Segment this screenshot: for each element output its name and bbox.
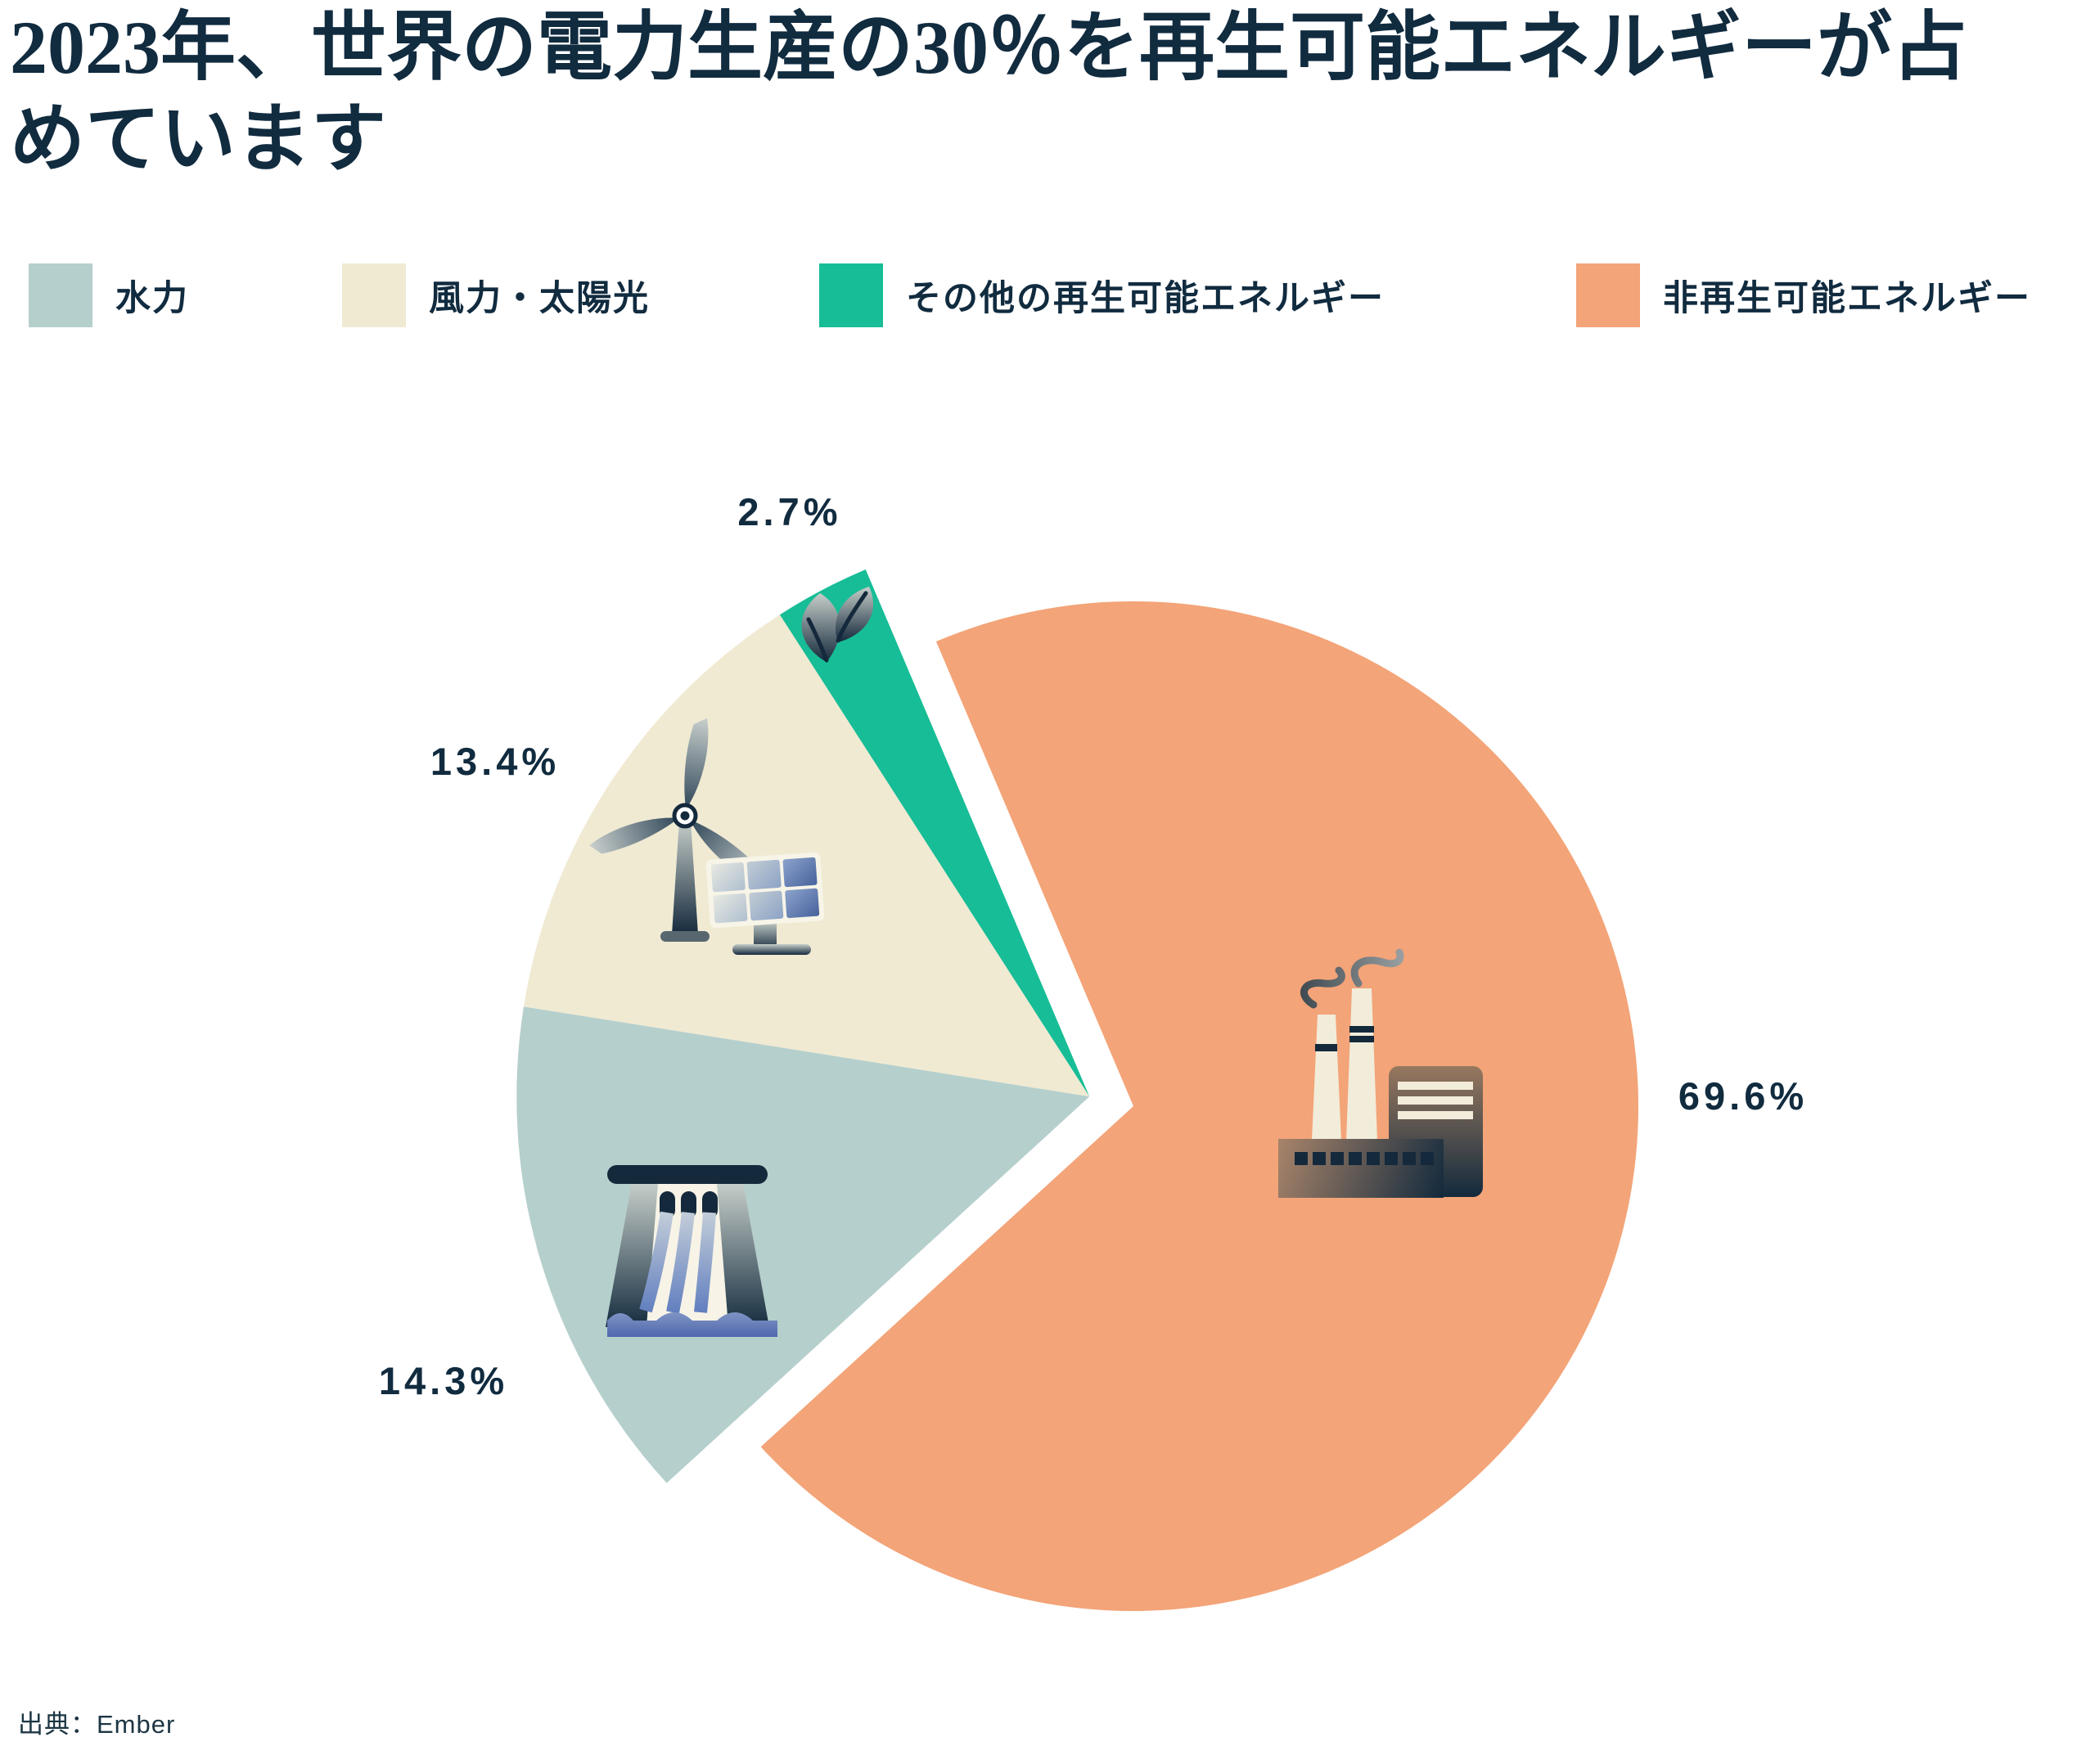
legend-label: 風力・太陽光 xyxy=(429,279,650,318)
legend-label: その他の再生可能エネルギー xyxy=(906,279,1385,318)
legend-label: 非再生可能エネルギー xyxy=(1663,279,2031,318)
solar-panel-icon xyxy=(705,852,825,955)
legend-item-hydro: 水力 xyxy=(29,263,189,327)
legend-label: 水力 xyxy=(115,279,189,318)
pct-label-non-renewable: 69.6% xyxy=(1678,1074,1809,1118)
pct-label-hydro: 14.3% xyxy=(378,1359,509,1402)
pie-slice-2 xyxy=(516,1006,1090,1483)
pie-slices xyxy=(516,569,1639,1611)
pct-label-other-renewables: 2.7% xyxy=(737,490,842,533)
leaf-icon xyxy=(801,587,874,663)
legend-item-wind-solar: 風力・太陽光 xyxy=(342,263,650,327)
legend-swatch-other-renewables xyxy=(819,263,883,327)
pct-label-wind-solar: 13.4% xyxy=(430,740,561,783)
legend-item-other-renewables: その他の再生可能エネルギー xyxy=(819,263,1385,327)
source-credit: 出典：Ember xyxy=(18,1710,176,1739)
factory-icon xyxy=(1278,948,1483,1198)
page-title: 2023年、世界の電力生産の30％を再生可能エネルギーが占めています xyxy=(10,6,1968,182)
legend-swatch-wind-solar xyxy=(342,263,406,327)
legend-item-non-renewable: 非再生可能エネルギー xyxy=(1576,263,2031,327)
legend-swatch-non-renewable xyxy=(1576,263,1640,327)
pie-slice-0 xyxy=(779,569,1090,1097)
pie-slice-3 xyxy=(760,601,1639,1611)
legend-swatch-hydro xyxy=(29,263,92,327)
hydro-dam-icon xyxy=(606,1165,777,1337)
wind-turbine-icon xyxy=(587,715,768,942)
